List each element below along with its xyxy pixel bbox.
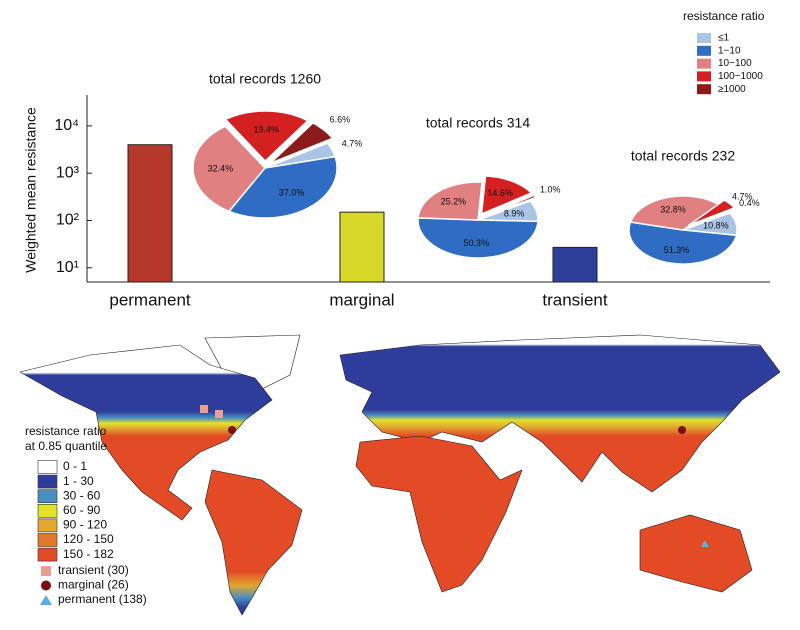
map-marker <box>200 405 208 413</box>
pie-slice <box>687 199 736 227</box>
pie-value-label: 6.6% <box>330 114 351 124</box>
pie-value-label: 25.2% <box>441 197 467 207</box>
map-legend-label: 90 - 120 <box>63 518 107 532</box>
north-america <box>19 344 273 521</box>
pie-value-label: 51.3% <box>664 245 690 255</box>
pie-value-label: 14.6% <box>487 188 513 198</box>
map-legend-swatch <box>37 503 58 518</box>
pie-value-label: 32.4% <box>208 163 234 173</box>
map-legend-swatch <box>37 547 58 562</box>
x-tick-label: permanent <box>109 290 191 309</box>
pie-value-label: 8.9% <box>504 209 525 219</box>
pie-title: total records 314 <box>426 115 530 131</box>
y-tick-label: 10¹ <box>56 259 79 276</box>
pie-slice <box>480 175 533 216</box>
pie-value-label: 19.4% <box>253 124 279 134</box>
pie-value-label: 37.0% <box>279 187 305 197</box>
map-marker <box>228 426 236 434</box>
legend-swatch <box>697 71 711 82</box>
map-marker <box>701 540 709 547</box>
legend-label: 10−100 <box>718 58 752 69</box>
point-legend-label: marginal (26) <box>58 578 129 592</box>
bar <box>339 211 385 283</box>
pie-value-label: 32.8% <box>660 204 686 214</box>
point-marker <box>41 580 51 591</box>
pie-value-label: 50.3% <box>464 238 490 248</box>
y-tick-label: 10⁴ <box>54 117 79 134</box>
point-marker <box>40 595 52 605</box>
bar <box>552 246 598 283</box>
legend-swatch <box>697 84 711 95</box>
map-legend-swatch <box>37 489 58 504</box>
pie-value-label: 4.7% <box>342 139 363 149</box>
map-legend-label: 30 - 60 <box>63 488 101 502</box>
pie-title: total records 232 <box>631 148 735 164</box>
africa <box>355 435 523 593</box>
bar <box>127 144 173 283</box>
map-legend-swatch <box>37 518 58 533</box>
map-marker <box>678 426 686 434</box>
world-map <box>19 334 781 616</box>
legend-title: resistance ratio <box>683 9 765 23</box>
map-legend-swatch <box>37 533 58 547</box>
point-legend-label: permanent (138) <box>58 592 147 606</box>
y-tick-label: 10² <box>56 212 80 229</box>
pie-slice <box>192 125 267 213</box>
pie-slice <box>688 207 738 228</box>
map-legend-swatch <box>37 460 58 474</box>
pie-value-label: 0.4% <box>739 198 760 208</box>
map-legend-label: 120 - 150 <box>63 532 114 546</box>
pie-slice <box>269 122 334 165</box>
map-legend-swatch <box>37 474 58 489</box>
map-legend-title: at 0.85 quantile <box>25 439 107 453</box>
pie-slice <box>227 155 338 219</box>
pie-slice <box>417 217 539 259</box>
pie-slice <box>483 194 538 218</box>
map-legend-label: 1 - 30 <box>63 474 94 488</box>
point-marker <box>41 566 51 576</box>
map-legend-label: 60 - 90 <box>63 503 101 517</box>
legend-label: ≤1 <box>718 33 729 44</box>
pie-value-label: 10.8% <box>703 221 729 231</box>
point-legend-label: transient (30) <box>58 563 129 577</box>
map-legend-label: 150 - 182 <box>63 547 114 561</box>
map-legend-title: resistance ratio <box>25 424 107 438</box>
pie-slice <box>629 195 721 231</box>
y-axis-label: Weighted mean resistance <box>23 107 39 273</box>
y-tick-label: 10³ <box>56 164 80 181</box>
pie-value-label: 4.7% <box>732 192 753 202</box>
eurasia <box>339 334 781 493</box>
pie-slice <box>628 221 738 265</box>
x-tick-label: transient <box>542 290 607 309</box>
map-marker <box>215 410 223 418</box>
x-tick-label: marginal <box>329 290 394 309</box>
pie-value-label: 1.0% <box>540 185 561 195</box>
legend-label: 100−1000 <box>718 71 763 82</box>
pie-slice <box>224 110 310 163</box>
legend-swatch <box>697 58 711 69</box>
australia <box>639 514 753 593</box>
legend-label: 1−10 <box>718 45 741 56</box>
south-america <box>204 469 303 616</box>
pie-title: total records 1260 <box>209 71 321 87</box>
layout-anchor <box>0 0 1 1</box>
legend-swatch <box>697 33 711 43</box>
pie-slice <box>417 181 483 221</box>
map-legend-label: 0 - 1 <box>63 459 87 473</box>
legend-swatch <box>697 45 711 56</box>
legend-label: ≥1000 <box>718 84 746 95</box>
